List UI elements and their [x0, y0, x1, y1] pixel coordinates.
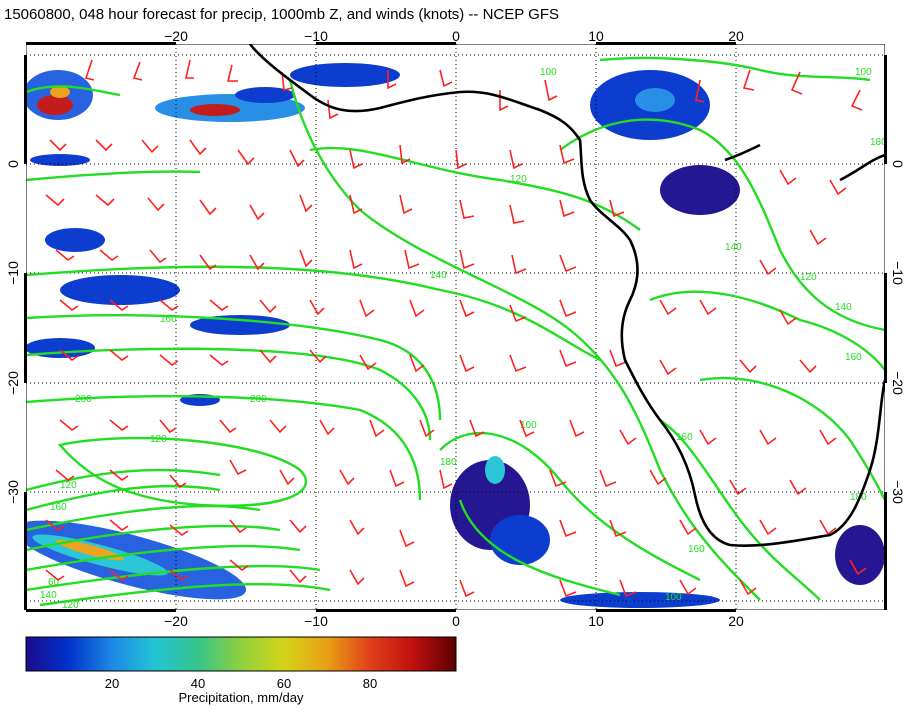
lon-tick-label: −10 — [304, 28, 328, 44]
lon-axis-bottom: −20 −10 0 10 20 — [164, 613, 744, 629]
contour-label: 120 — [510, 174, 527, 185]
lon-tick-label: 0 — [452, 613, 460, 629]
lon-tick-label: −20 — [164, 28, 188, 44]
lon-tick-label: 10 — [588, 613, 604, 629]
contour-label: 160 — [688, 544, 705, 555]
contour-label: 100 — [855, 67, 872, 78]
colorbar: 20 40 60 80 Precipitation, mm/day — [25, 636, 457, 705]
lon-tick-label: −20 — [164, 613, 188, 629]
lat-axis-left: 0 −10 −20 −30 — [5, 160, 21, 504]
contour-label: 160 — [50, 502, 67, 513]
lon-tick-label: 20 — [728, 613, 744, 629]
contour-label: 120 — [62, 600, 79, 611]
contour-label: 160 — [676, 432, 693, 443]
lat-tick-label: 0 — [5, 160, 21, 168]
lon-tick-label: 20 — [728, 28, 744, 44]
lon-tick-label: 0 — [452, 28, 460, 44]
contour-label: 160 — [160, 314, 177, 325]
contour-label: 140 — [725, 242, 742, 253]
contour-label: 140 — [40, 590, 57, 601]
contour-label: 200 — [75, 394, 92, 405]
contour-label: 120 — [60, 480, 77, 491]
colorbar-label: Precipitation, mm/day — [179, 690, 304, 705]
contour-label: 100 — [665, 592, 682, 603]
colorbar-tick-label: 60 — [277, 676, 291, 691]
contour-label: 120 — [150, 434, 167, 445]
lat-axis-right: 0 −10 −20 −30 — [890, 160, 906, 504]
coastline — [248, 44, 885, 547]
lat-tick-label: 0 — [890, 160, 906, 168]
colorbar-tick-label: 40 — [191, 676, 205, 691]
lon-tick-label: 10 — [588, 28, 604, 44]
contour-label: 140 — [430, 270, 447, 281]
lat-tick-label: −30 — [5, 480, 21, 504]
contour-label: 160 — [845, 352, 862, 363]
lat-tick-label: −10 — [890, 261, 906, 285]
contour-labels: 100 120 140 160 180 200 120 140 160 180 … — [40, 67, 887, 611]
map-panel: 100 120 140 160 180 200 120 140 160 180 … — [26, 44, 887, 611]
colorbar-tick-label: 20 — [105, 676, 119, 691]
colorbar-tick-label: 80 — [363, 676, 377, 691]
precip-layer — [26, 63, 885, 608]
wind-barbs — [45, 59, 867, 598]
lat-tick-label: −10 — [5, 261, 21, 285]
contour-label: 200 — [250, 394, 267, 405]
contour-label: 140 — [835, 302, 852, 313]
height-contours — [26, 56, 885, 607]
lat-tick-label: −30 — [890, 480, 906, 504]
axis-bars — [24, 42, 887, 612]
contour-label: 120 — [800, 272, 817, 283]
colorbar-bar — [25, 636, 457, 672]
map-title: 15060800, 048 hour forecast for precip, … — [4, 6, 559, 23]
contour-label: 100 — [520, 420, 537, 431]
lat-tick-label: −20 — [5, 371, 21, 395]
lat-tick-label: −20 — [890, 371, 906, 395]
lon-axis-top: −20 −10 0 10 20 — [164, 28, 744, 44]
contour-label: 100 — [540, 67, 557, 78]
lon-tick-label: −10 — [304, 613, 328, 629]
contour-label: 180 — [440, 457, 457, 468]
contour-label: 60 — [48, 577, 60, 588]
contour-label: 180 — [870, 137, 887, 148]
